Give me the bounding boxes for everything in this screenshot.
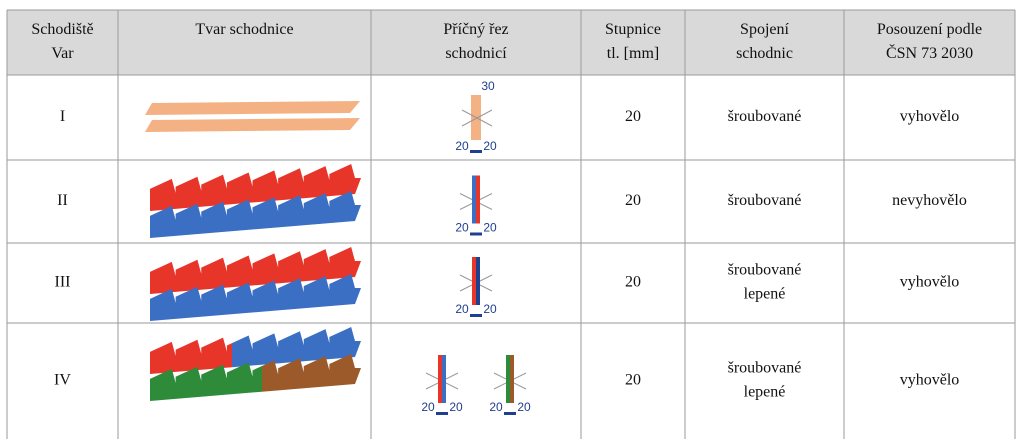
joint-cell: lepené: [744, 286, 786, 303]
stringer-shape: [145, 118, 360, 132]
section-bar: [476, 175, 480, 224]
section-bar: [510, 355, 514, 403]
header-cell: Příčný řez: [443, 21, 508, 38]
header-cell: Posouzení podle: [877, 21, 982, 38]
stringer-shape: [232, 327, 361, 368]
section-label: 20: [455, 139, 469, 153]
section-label: 20: [421, 400, 435, 414]
stringer-shape: [150, 362, 262, 401]
section-bar: [442, 355, 446, 403]
stringer-shape: [150, 274, 361, 321]
section-label: 30: [481, 79, 495, 93]
header-cell: Stupnice: [605, 21, 661, 38]
section-dim: [470, 314, 482, 317]
stringer-shape: [150, 191, 361, 238]
assessment-cell: vyhovělo: [900, 372, 960, 389]
section-label: 20: [483, 302, 497, 316]
header-cell: Spojení: [740, 21, 789, 38]
joint-cell: šroubované: [728, 360, 802, 377]
stringer-shape: [145, 101, 360, 115]
header-cell: Var: [51, 45, 74, 62]
joint-cell: šroubované: [728, 108, 802, 125]
header-cell: Schodiště: [31, 21, 93, 38]
thickness-cell: 20: [625, 274, 641, 291]
section-label: 20: [455, 302, 469, 316]
section-bar: [506, 355, 510, 403]
var-cell: III: [55, 274, 71, 291]
assessment-cell: vyhovělo: [900, 274, 960, 291]
section-bar: [472, 175, 476, 224]
joint-cell: šroubované: [728, 262, 802, 279]
section-label: 20: [455, 221, 469, 235]
section-label: 20: [449, 400, 463, 414]
section-bar: [472, 257, 476, 305]
header-cell: schodnicí: [445, 45, 507, 62]
var-cell: IV: [54, 372, 71, 389]
joint-cell: šroubované: [728, 192, 802, 209]
section-label: 20: [517, 400, 531, 414]
stringer-shape: [150, 247, 361, 294]
section-dim: [504, 412, 516, 415]
stringer-shape: [150, 164, 361, 211]
header-cell: tl. [mm]: [607, 45, 659, 62]
section-cross: [461, 109, 493, 127]
thickness-cell: 20: [625, 108, 641, 125]
var-cell: II: [57, 192, 68, 209]
stringer-shape: [150, 337, 232, 374]
section-dim: [470, 232, 482, 236]
section-label: 20: [483, 221, 497, 235]
section-dim: [436, 412, 448, 415]
header-cell: Tvar schodnice: [195, 21, 293, 38]
thickness-cell: 20: [625, 372, 641, 389]
section-label: 20: [483, 139, 497, 153]
section-bar: [476, 257, 480, 305]
section-dim: [470, 150, 482, 153]
thickness-cell: 20: [625, 192, 641, 209]
header-background: [7, 10, 1015, 75]
assessment-cell: nevyhovělo: [892, 192, 967, 209]
assessment-cell: vyhovělo: [900, 108, 960, 125]
var-cell: I: [60, 108, 65, 125]
header-cell: schodnic: [736, 45, 793, 62]
section-label: 20: [489, 400, 503, 414]
section-bar: [438, 355, 442, 403]
joint-cell: lepené: [744, 384, 786, 401]
header-cell: ČSN 73 2030: [886, 43, 973, 62]
stringer-shape: [262, 354, 361, 392]
